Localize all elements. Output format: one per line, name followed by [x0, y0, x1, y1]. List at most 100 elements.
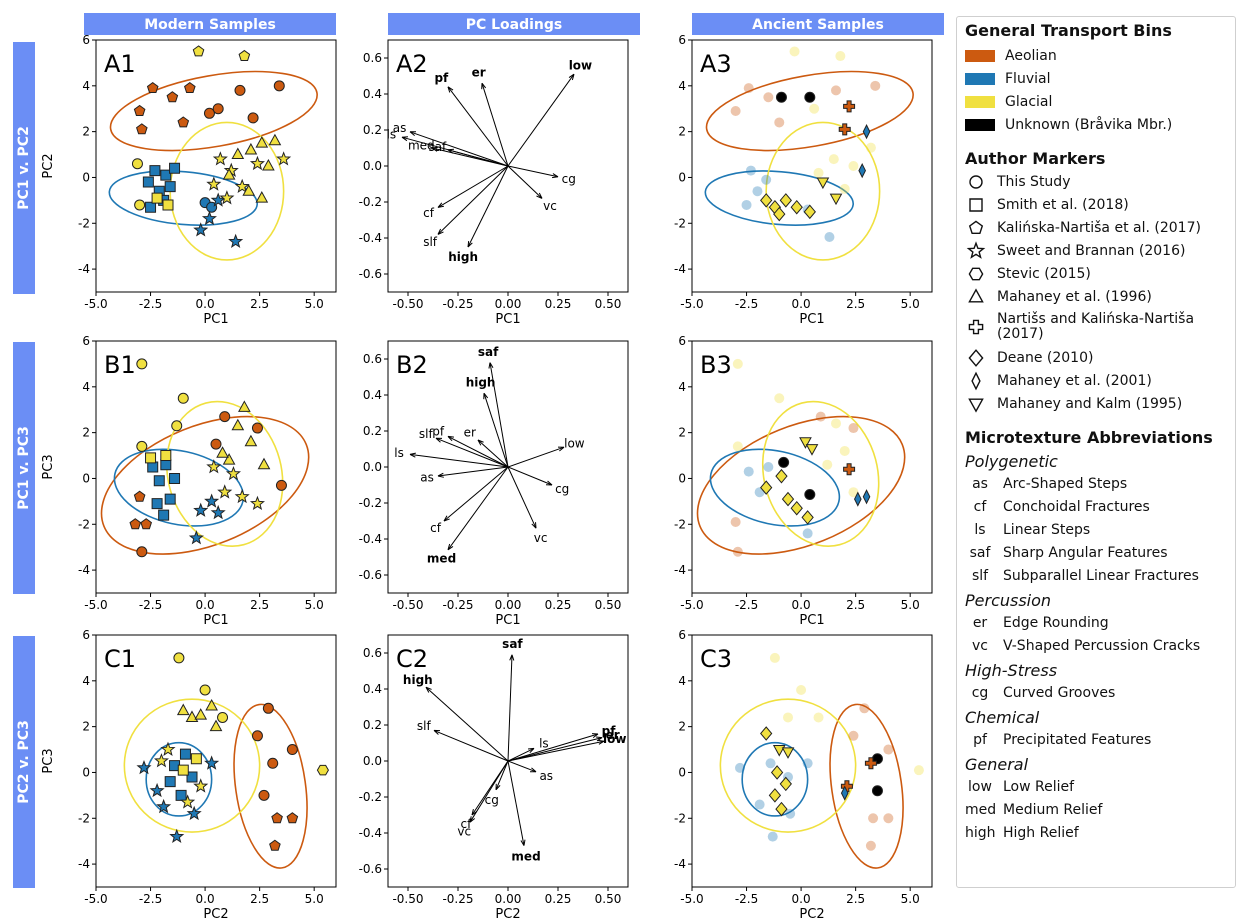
- plot-area: [704, 46, 914, 261]
- loading-vector: [507, 446, 565, 468]
- data-point: [153, 475, 165, 487]
- data-point: [871, 785, 883, 797]
- swatch: [965, 96, 995, 108]
- data-point: [790, 199, 803, 215]
- loading-label: low: [569, 58, 592, 72]
- legend-label: Sweet and Brannan (2016): [997, 243, 1186, 259]
- legend-abbr-item: vc V-Shaped Percussion Cracks: [965, 638, 1200, 654]
- faded-point: [752, 186, 763, 197]
- loading-label: er: [606, 728, 620, 742]
- loading-vector: [447, 86, 509, 167]
- loading-arrowhead: [425, 686, 432, 693]
- y-tick-label: -0.4: [359, 231, 382, 245]
- plot-area: [123, 652, 329, 869]
- faded-point: [741, 199, 752, 210]
- data-point: [805, 444, 819, 456]
- y-tick-label: 0: [82, 765, 90, 779]
- faded-point: [815, 411, 826, 422]
- y-tick-label: -0.6: [359, 267, 382, 281]
- marker-shape: [969, 175, 983, 189]
- loading-label: saf: [428, 140, 447, 154]
- panel-b2: saf high slf pf er low ls as cg vc cf med -0.50 -0.25…: [359, 340, 629, 628]
- abbr-definition: Precipitated Features: [1003, 732, 1152, 748]
- y-tick-label: -4: [78, 857, 90, 871]
- faded-point: [743, 83, 754, 94]
- data-point: [169, 162, 181, 174]
- loading-arrowhead: [529, 767, 537, 773]
- data-point: [176, 703, 190, 716]
- data-point: [169, 828, 185, 844]
- legend-transport-title: General Transport Bins: [965, 21, 1172, 40]
- data-point: [247, 112, 259, 124]
- loading-label: ls: [539, 737, 549, 751]
- data-point: [217, 484, 233, 499]
- data-point: [271, 812, 283, 824]
- loading-vector: [447, 435, 509, 468]
- abbr: as: [972, 476, 988, 492]
- plot-frame: [691, 634, 933, 888]
- legend-abbr-title: Microtexture Abbreviations: [965, 428, 1213, 447]
- x-tick-label: 0.0: [792, 297, 811, 311]
- y-tick-label: 0.4: [363, 87, 382, 101]
- x-tick-label: -2.5: [139, 598, 162, 612]
- loading-label: pf: [434, 71, 449, 85]
- faded-point: [785, 808, 796, 819]
- marker-circle-icon: [969, 175, 983, 189]
- marker-star-icon: [966, 241, 986, 259]
- legend-label: Aeolian: [1005, 48, 1057, 64]
- loading-arrowhead: [488, 362, 494, 369]
- marker-triangle-down-icon: [968, 398, 984, 413]
- x-tick-label: -0.25: [442, 598, 473, 612]
- x-tick-label: 0.50: [595, 892, 622, 906]
- data-point: [193, 502, 209, 517]
- y-tick-label: -4: [674, 262, 686, 276]
- legend-group-name: Chemical: [965, 708, 1040, 727]
- y-tick-label: 6: [678, 33, 686, 47]
- legend-author-title: Author Markers: [965, 149, 1106, 168]
- loading-vector: [437, 466, 509, 477]
- legend-transport-item: Glacial: [965, 91, 1052, 113]
- data-point: [160, 169, 172, 181]
- abbr-definition: Subparallel Linear Fractures: [1003, 568, 1199, 584]
- x-tick-label: -0.50: [392, 892, 423, 906]
- faded-point: [802, 528, 813, 539]
- loading-vector: [507, 466, 553, 486]
- legend-author-item: This Study: [965, 171, 1070, 193]
- legend-abbr-item: cf Conchoidal Fractures: [965, 499, 1150, 515]
- data-point: [234, 488, 250, 504]
- swatch: [965, 50, 995, 62]
- data-point: [205, 698, 218, 711]
- y-tick-label: 0.2: [363, 424, 382, 438]
- data-point: [164, 776, 176, 788]
- x-tick-label: 5.0: [305, 598, 324, 612]
- data-point: [136, 358, 148, 370]
- data-point: [171, 420, 183, 432]
- plot-area: saf high slf pf er low ls as cg vc cf med: [394, 345, 585, 566]
- y-tick-label: 0: [678, 471, 686, 485]
- abbr: ls: [974, 522, 986, 538]
- faded-point: [735, 762, 745, 773]
- loading-label: cf: [430, 521, 442, 535]
- faded-point: [754, 799, 765, 810]
- x-tick-label: 5.0: [901, 297, 920, 311]
- legend-author-item: Smith et al. (2018): [965, 194, 1129, 216]
- ellipse-fluvial: [145, 741, 213, 817]
- ellipse-aeolian: [829, 703, 904, 869]
- data-point: [206, 176, 222, 191]
- data-point: [186, 805, 202, 821]
- row-label-3: PC2 v. PC3: [16, 720, 32, 804]
- data-point: [133, 490, 146, 502]
- y-tick-label: 2: [678, 125, 686, 139]
- x-tick-label: 0.00: [495, 297, 522, 311]
- data-point: [193, 778, 209, 793]
- x-axis-label: PC1: [799, 613, 824, 628]
- y-tick-label: -4: [674, 857, 686, 871]
- marker-shape: [968, 319, 984, 335]
- loading-label: high: [403, 673, 433, 687]
- loading-arrowhead: [447, 543, 454, 551]
- row-label-1: PC1 v. PC2: [16, 126, 32, 210]
- data-point: [840, 780, 853, 793]
- y-tick-label: 0.0: [363, 754, 382, 768]
- loading-vector: [447, 149, 509, 167]
